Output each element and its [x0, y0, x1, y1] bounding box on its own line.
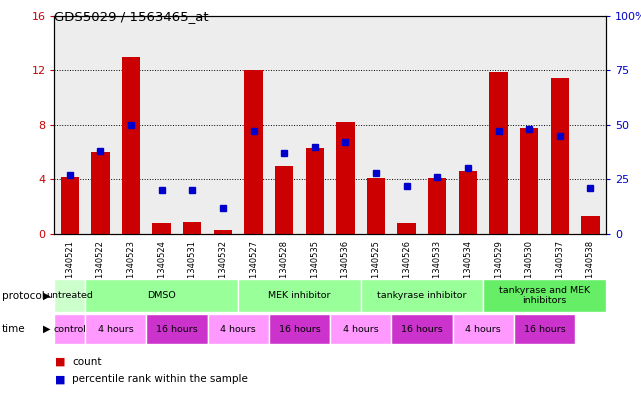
Text: 4 hours: 4 hours: [98, 325, 133, 334]
Bar: [422, 16, 453, 234]
Bar: [54, 16, 85, 234]
Bar: [361, 16, 392, 234]
Bar: [85, 16, 116, 234]
Bar: [306, 148, 324, 234]
Bar: [575, 16, 606, 234]
Bar: [269, 314, 330, 344]
Bar: [208, 16, 238, 234]
Bar: [299, 16, 330, 234]
Bar: [146, 16, 177, 234]
Text: untreated: untreated: [46, 291, 93, 300]
Bar: [483, 16, 514, 234]
Text: 16 hours: 16 hours: [401, 325, 443, 334]
Bar: [551, 79, 569, 234]
Text: 16 hours: 16 hours: [156, 325, 198, 334]
Bar: [453, 16, 483, 234]
Bar: [361, 279, 483, 312]
Text: MEK inhibitor: MEK inhibitor: [268, 291, 331, 300]
Text: ■: ■: [54, 374, 65, 384]
Bar: [275, 166, 294, 234]
Bar: [146, 314, 208, 344]
Bar: [428, 178, 447, 234]
Bar: [269, 16, 299, 234]
Bar: [116, 16, 146, 234]
Text: DMSO: DMSO: [147, 291, 176, 300]
Bar: [520, 127, 538, 234]
Bar: [514, 16, 544, 234]
Text: percentile rank within the sample: percentile rank within the sample: [72, 374, 248, 384]
Bar: [453, 314, 514, 344]
Bar: [489, 72, 508, 234]
Text: 16 hours: 16 hours: [524, 325, 565, 334]
Bar: [483, 279, 606, 312]
Bar: [244, 70, 263, 234]
Text: tankyrase inhibitor: tankyrase inhibitor: [378, 291, 467, 300]
Text: 4 hours: 4 hours: [465, 325, 501, 334]
Bar: [54, 314, 85, 344]
Bar: [85, 279, 238, 312]
Bar: [153, 223, 171, 234]
Bar: [61, 176, 79, 234]
Bar: [337, 122, 354, 234]
Text: count: count: [72, 356, 102, 367]
Bar: [397, 223, 416, 234]
Text: GDS5029 / 1563465_at: GDS5029 / 1563465_at: [54, 10, 209, 23]
Bar: [122, 57, 140, 234]
Text: protocol: protocol: [2, 291, 45, 301]
Text: tankyrase and MEK
inhibitors: tankyrase and MEK inhibitors: [499, 286, 590, 305]
Bar: [238, 16, 269, 234]
Bar: [208, 314, 269, 344]
Text: time: time: [2, 324, 26, 334]
Bar: [459, 171, 477, 234]
Bar: [330, 314, 392, 344]
Bar: [91, 152, 110, 234]
Bar: [54, 279, 85, 312]
Bar: [330, 16, 361, 234]
Text: ■: ■: [54, 356, 65, 367]
Bar: [183, 222, 201, 234]
Bar: [392, 16, 422, 234]
Text: 4 hours: 4 hours: [221, 325, 256, 334]
Text: control: control: [53, 325, 87, 334]
Text: ▶: ▶: [43, 291, 51, 301]
Bar: [177, 16, 208, 234]
Bar: [544, 16, 575, 234]
Bar: [213, 230, 232, 234]
Bar: [367, 178, 385, 234]
Bar: [85, 314, 146, 344]
Text: 16 hours: 16 hours: [279, 325, 320, 334]
Bar: [238, 279, 361, 312]
Bar: [514, 314, 575, 344]
Bar: [581, 216, 599, 234]
Text: 4 hours: 4 hours: [343, 325, 379, 334]
Text: ▶: ▶: [43, 324, 51, 334]
Bar: [392, 314, 453, 344]
